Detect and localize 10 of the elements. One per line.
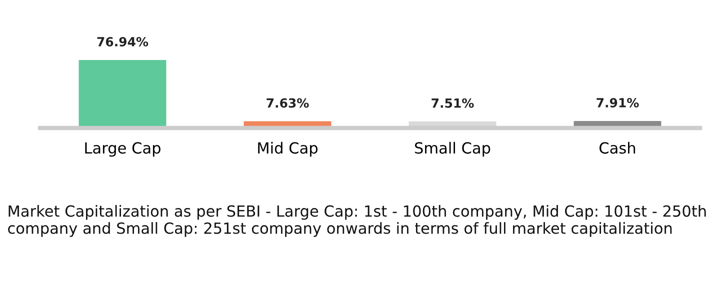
bar: [78, 60, 166, 128]
x-tick-label: Mid Cap: [258, 142, 318, 157]
data-label: 7.91%: [596, 98, 639, 108]
x-tick-label: Large Cap: [85, 142, 160, 157]
text: Market Capitalization as per SEBI - Large Cap: 1st - 100th company, Mid Cap: 101st - 250th company and Small Cap: 251st company onwards in terms of full market capitalization: [8, 205, 706, 237]
x-tick-label: Small Cap: [415, 142, 490, 157]
data-label: 76.94%: [97, 37, 148, 46]
data-label: 7.63%: [266, 98, 309, 108]
data-label: 7.51%: [432, 98, 474, 108]
x-tick-label: Cash: [600, 142, 636, 154]
